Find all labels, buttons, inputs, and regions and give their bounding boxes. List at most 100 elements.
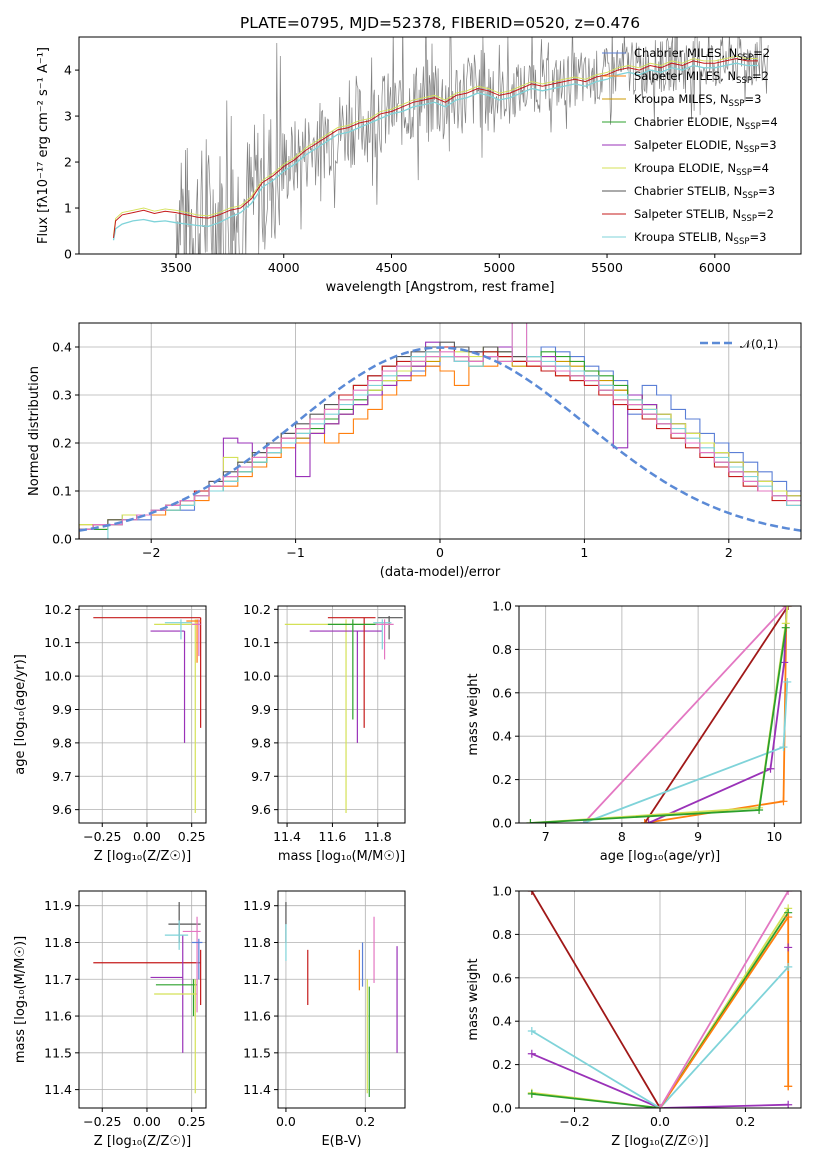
point-marker <box>644 819 653 823</box>
histogram-pink <box>79 323 801 539</box>
axes-frame <box>518 890 802 1109</box>
x-tick-label: 0.00 <box>133 1114 161 1129</box>
plot-area <box>93 902 203 1094</box>
y-tick-label: 10.0 <box>44 669 72 684</box>
weight-line-kroupa_stelib <box>531 966 789 1108</box>
point-marker <box>784 913 793 922</box>
y-tick-label: 0.2 <box>52 436 72 451</box>
plot-area <box>526 606 793 823</box>
x-axis-label: Z [log₁₀(Z/Z☉)] <box>94 1134 191 1149</box>
legend-label: 𝒩(0,1) <box>740 337 778 351</box>
y-tick-label: 0.0 <box>52 532 72 547</box>
y-tick-label: 9.9 <box>52 702 72 717</box>
y-axis-label: Normed distribution <box>27 366 42 496</box>
weight-line-pink <box>583 606 787 823</box>
x-tick-label: −0.2 <box>559 1114 589 1129</box>
y-tick-label: 11.7 <box>243 972 271 987</box>
x-axis-label: Z [log₁₀(Z/Z☉)] <box>611 1134 708 1149</box>
point-marker <box>781 623 790 632</box>
y-tick-label: 11.5 <box>44 1045 72 1060</box>
x-axis-label: Z [log₁₀(Z/Z☉)] <box>94 849 191 864</box>
y-tick-label: 0.2 <box>492 772 512 787</box>
weight-line-kroupa_elodie <box>530 606 789 823</box>
y-tick-label: 11.8 <box>44 935 72 950</box>
y-tick-label: 10.1 <box>243 635 271 650</box>
x-tick-label: 0.25 <box>178 829 206 844</box>
y-tick-label: 11.4 <box>44 1082 72 1097</box>
y-tick-label: 3 <box>64 109 72 124</box>
legend-label: Salpeter STELIB, NSSP=2 <box>634 207 774 224</box>
y-tick-label: 0.6 <box>492 970 512 985</box>
x-axis-label: wavelength [Angstrom, rest frame] <box>326 280 555 295</box>
axes-frame <box>277 605 406 824</box>
axes-residual_hist: −2 −1 0 1 2 0.0 0.1 0.2 0.3 0.4 (data-model)/error… <box>27 322 802 580</box>
legend-label: Salpeter ELODIE, NSSP=3 <box>634 138 777 155</box>
weight-line-darkred <box>644 606 789 823</box>
y-tick-label: 9.9 <box>251 702 271 717</box>
point-marker <box>766 764 775 773</box>
y-tick-label: 1 <box>64 201 72 216</box>
normal-curve <box>79 346 801 532</box>
histogram-kroupa_stelib <box>79 323 801 539</box>
point-marker <box>779 743 788 752</box>
y-tick-label: 9.8 <box>52 735 72 750</box>
x-tick-label: 0.25 <box>178 1114 206 1129</box>
y-tick-label: 2 <box>64 155 72 170</box>
x-tick-label: 0.2 <box>355 1114 375 1129</box>
x-tick-label: −2 <box>142 545 160 560</box>
legend: 𝒩(0,1) <box>700 337 778 351</box>
y-tick-label: 9.7 <box>52 769 72 784</box>
point-marker <box>784 891 793 895</box>
x-axis-label: age [log₁₀(age/yr)] <box>600 849 721 864</box>
axes-frame <box>78 322 802 540</box>
legend-label: Chabrier STELIB, NSSP=3 <box>634 184 775 201</box>
y-tick-label: 11.4 <box>243 1082 271 1097</box>
y-tick-label: 10.1 <box>44 635 72 650</box>
y-tick-label: 1.0 <box>492 884 512 899</box>
x-axis-label: (data-model)/error <box>380 565 501 580</box>
y-tick-label: 11.6 <box>44 1009 72 1024</box>
y-tick-label: 11.7 <box>44 972 72 987</box>
point-marker <box>527 1089 536 1098</box>
point-marker <box>783 606 792 610</box>
point-marker <box>640 819 649 823</box>
axes-frame <box>78 605 207 824</box>
point-marker <box>779 797 788 806</box>
weight-line-salpeter_elodie <box>531 1052 789 1108</box>
x-tick-label: 5000 <box>483 260 515 275</box>
plot-area <box>93 617 202 813</box>
y-tick-label: 11.9 <box>44 898 72 913</box>
point-marker <box>527 891 536 895</box>
x-tick-label: 8 <box>618 829 626 844</box>
axes-frame <box>277 890 406 1109</box>
y-tick-label: 0.8 <box>492 927 512 942</box>
axes-frame <box>78 890 207 1109</box>
histogram-salpeter_stelib <box>79 346 801 539</box>
point-marker <box>527 1049 536 1058</box>
legend-label: Kroupa STELIB, NSSP=3 <box>634 230 766 247</box>
point-marker <box>783 677 792 686</box>
axes-cumweight_vs_age: 7 8 9 10 0.0 0.2 0.4 0.6 0.8 1.0 age [log₁₀(age/yr… <box>466 599 802 864</box>
y-tick-label: 10.2 <box>243 602 271 617</box>
weight-line-kroupa_stelib <box>583 681 789 823</box>
x-tick-label: 4000 <box>268 260 300 275</box>
x-tick-label: 11.4 <box>273 829 301 844</box>
weight-line-chabrier_elodie <box>531 912 789 1108</box>
point-marker <box>755 805 764 814</box>
model-kroupa-stelib <box>112 62 758 241</box>
y-tick-label: 9.8 <box>251 735 271 750</box>
y-tick-label: 0.3 <box>52 388 72 403</box>
x-tick-label: 4500 <box>376 260 408 275</box>
x-tick-label: 6000 <box>699 260 731 275</box>
point-marker <box>784 962 793 971</box>
x-tick-label: 2 <box>725 545 733 560</box>
y-tick-label: 11.6 <box>243 1009 271 1024</box>
x-tick-label: −1 <box>286 545 304 560</box>
point-marker <box>784 1100 793 1108</box>
weight-line-salpeter_miles <box>659 914 790 1108</box>
point-marker <box>527 1026 536 1035</box>
axes-spectrum: 3500 4000 4500 5000 5500 6000 0 1 2 3 4 wavelength … <box>36 36 802 295</box>
point-marker <box>784 943 793 952</box>
axes-cumweight_vs_Z: −0.2 0.0 0.2 0.0 0.2 0.4 0.6 0.8 1.0 Z [log₁₀(Z/Z… <box>466 884 802 1149</box>
